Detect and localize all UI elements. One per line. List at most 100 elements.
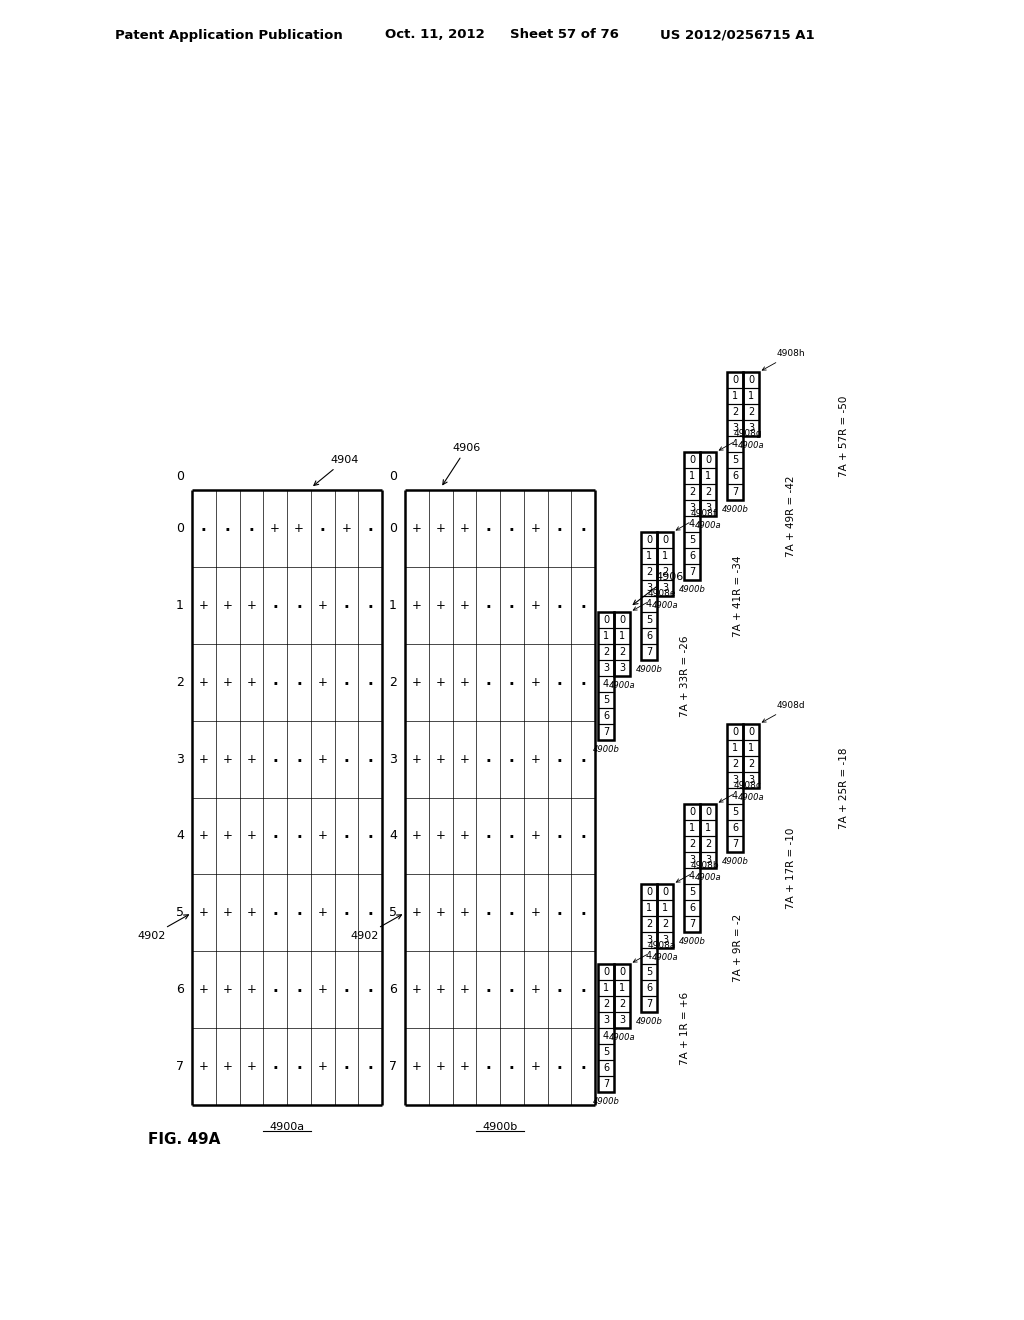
Text: +: + xyxy=(199,1060,209,1073)
Text: 3: 3 xyxy=(689,503,695,513)
Text: +: + xyxy=(435,829,445,842)
Text: 0: 0 xyxy=(748,727,754,737)
Text: 7A + 17R = -10: 7A + 17R = -10 xyxy=(786,828,796,908)
Text: ▪: ▪ xyxy=(510,525,514,531)
Text: +: + xyxy=(412,1060,422,1073)
Bar xyxy=(727,836,743,851)
Text: 4900a: 4900a xyxy=(737,441,764,450)
Text: ▪: ▪ xyxy=(510,1064,514,1069)
Bar xyxy=(743,741,759,756)
Bar xyxy=(598,612,614,628)
Bar xyxy=(743,420,759,436)
Text: FIG. 49A: FIG. 49A xyxy=(148,1133,220,1147)
Text: ▪: ▪ xyxy=(297,911,301,915)
Text: 4: 4 xyxy=(646,599,652,609)
Text: 7A + 1R = +6: 7A + 1R = +6 xyxy=(680,991,690,1064)
Text: 0: 0 xyxy=(389,470,397,483)
Bar xyxy=(657,884,673,900)
Text: 1: 1 xyxy=(176,599,184,611)
Text: +: + xyxy=(199,752,209,766)
Text: +: + xyxy=(460,676,469,689)
Bar xyxy=(614,612,630,628)
Text: 4908e: 4908e xyxy=(633,590,677,610)
Text: 7: 7 xyxy=(689,568,695,577)
Bar xyxy=(727,723,743,851)
Text: 2: 2 xyxy=(618,647,625,657)
Text: 4900b: 4900b xyxy=(593,744,620,754)
Text: ▪: ▪ xyxy=(582,756,585,762)
Text: 7: 7 xyxy=(603,727,609,737)
Text: 3: 3 xyxy=(646,935,652,945)
Text: +: + xyxy=(530,1060,541,1073)
Text: +: + xyxy=(199,907,209,919)
Text: ▪: ▪ xyxy=(557,1064,561,1069)
Text: 7A + 25R = -18: 7A + 25R = -18 xyxy=(839,747,849,829)
Text: 5: 5 xyxy=(389,907,397,919)
Text: 3: 3 xyxy=(662,583,668,593)
Text: ▪: ▪ xyxy=(510,756,514,762)
Bar xyxy=(641,884,657,900)
Text: 7A + 57R = -50: 7A + 57R = -50 xyxy=(839,395,849,477)
Text: ▪: ▪ xyxy=(510,911,514,915)
Text: +: + xyxy=(412,907,422,919)
Text: 2: 2 xyxy=(689,840,695,849)
Text: ▪: ▪ xyxy=(369,911,372,915)
Bar xyxy=(684,564,700,579)
Text: ▪: ▪ xyxy=(297,756,301,762)
Bar xyxy=(598,692,614,708)
Text: 0: 0 xyxy=(689,807,695,817)
Bar xyxy=(684,851,700,869)
Text: ▪: ▪ xyxy=(297,987,301,993)
Text: ▪: ▪ xyxy=(250,525,253,531)
Text: 5: 5 xyxy=(732,455,738,465)
Text: ▪: ▪ xyxy=(344,833,348,838)
Text: 4900a: 4900a xyxy=(651,953,678,962)
Text: 6: 6 xyxy=(689,550,695,561)
Text: ▪: ▪ xyxy=(510,603,514,607)
Text: 7A + 9R = -2: 7A + 9R = -2 xyxy=(733,913,743,982)
Text: 4900b: 4900b xyxy=(722,857,749,866)
Text: 4900a: 4900a xyxy=(269,1122,304,1133)
Text: 7: 7 xyxy=(389,1060,397,1073)
Bar xyxy=(641,948,657,964)
Bar xyxy=(727,372,743,500)
Text: ▪: ▪ xyxy=(557,987,561,993)
Text: 0: 0 xyxy=(732,375,738,385)
Text: 2: 2 xyxy=(689,487,695,498)
Text: 2: 2 xyxy=(389,676,397,689)
Bar xyxy=(700,451,716,469)
Bar xyxy=(743,772,759,788)
Bar xyxy=(684,869,700,884)
Text: 1: 1 xyxy=(389,599,397,611)
Text: 6: 6 xyxy=(646,631,652,642)
Text: 4900b: 4900b xyxy=(679,937,706,946)
Text: 6: 6 xyxy=(389,983,397,997)
Bar xyxy=(641,532,657,548)
Text: ▪: ▪ xyxy=(369,680,372,685)
Text: 0: 0 xyxy=(662,535,668,545)
Text: +: + xyxy=(435,752,445,766)
Text: 0: 0 xyxy=(646,535,652,545)
Text: ▪: ▪ xyxy=(369,833,372,838)
Text: ▪: ▪ xyxy=(486,911,490,915)
Text: 0: 0 xyxy=(748,375,754,385)
Text: 2: 2 xyxy=(646,568,652,577)
Text: ▪: ▪ xyxy=(486,680,490,685)
Text: 2: 2 xyxy=(603,999,609,1008)
Text: 0: 0 xyxy=(389,521,397,535)
Text: ▪: ▪ xyxy=(557,680,561,685)
Bar xyxy=(684,916,700,932)
Text: +: + xyxy=(530,829,541,842)
Bar xyxy=(684,820,700,836)
Text: 6: 6 xyxy=(603,1063,609,1073)
Text: 2: 2 xyxy=(176,676,184,689)
Text: 7: 7 xyxy=(732,840,738,849)
Text: 2: 2 xyxy=(662,919,668,929)
Text: ▪: ▪ xyxy=(582,911,585,915)
Text: +: + xyxy=(341,521,351,535)
Text: +: + xyxy=(294,521,304,535)
Text: 4900b: 4900b xyxy=(593,1097,620,1106)
Text: +: + xyxy=(530,752,541,766)
Bar xyxy=(614,997,630,1012)
Text: 3: 3 xyxy=(732,422,738,433)
